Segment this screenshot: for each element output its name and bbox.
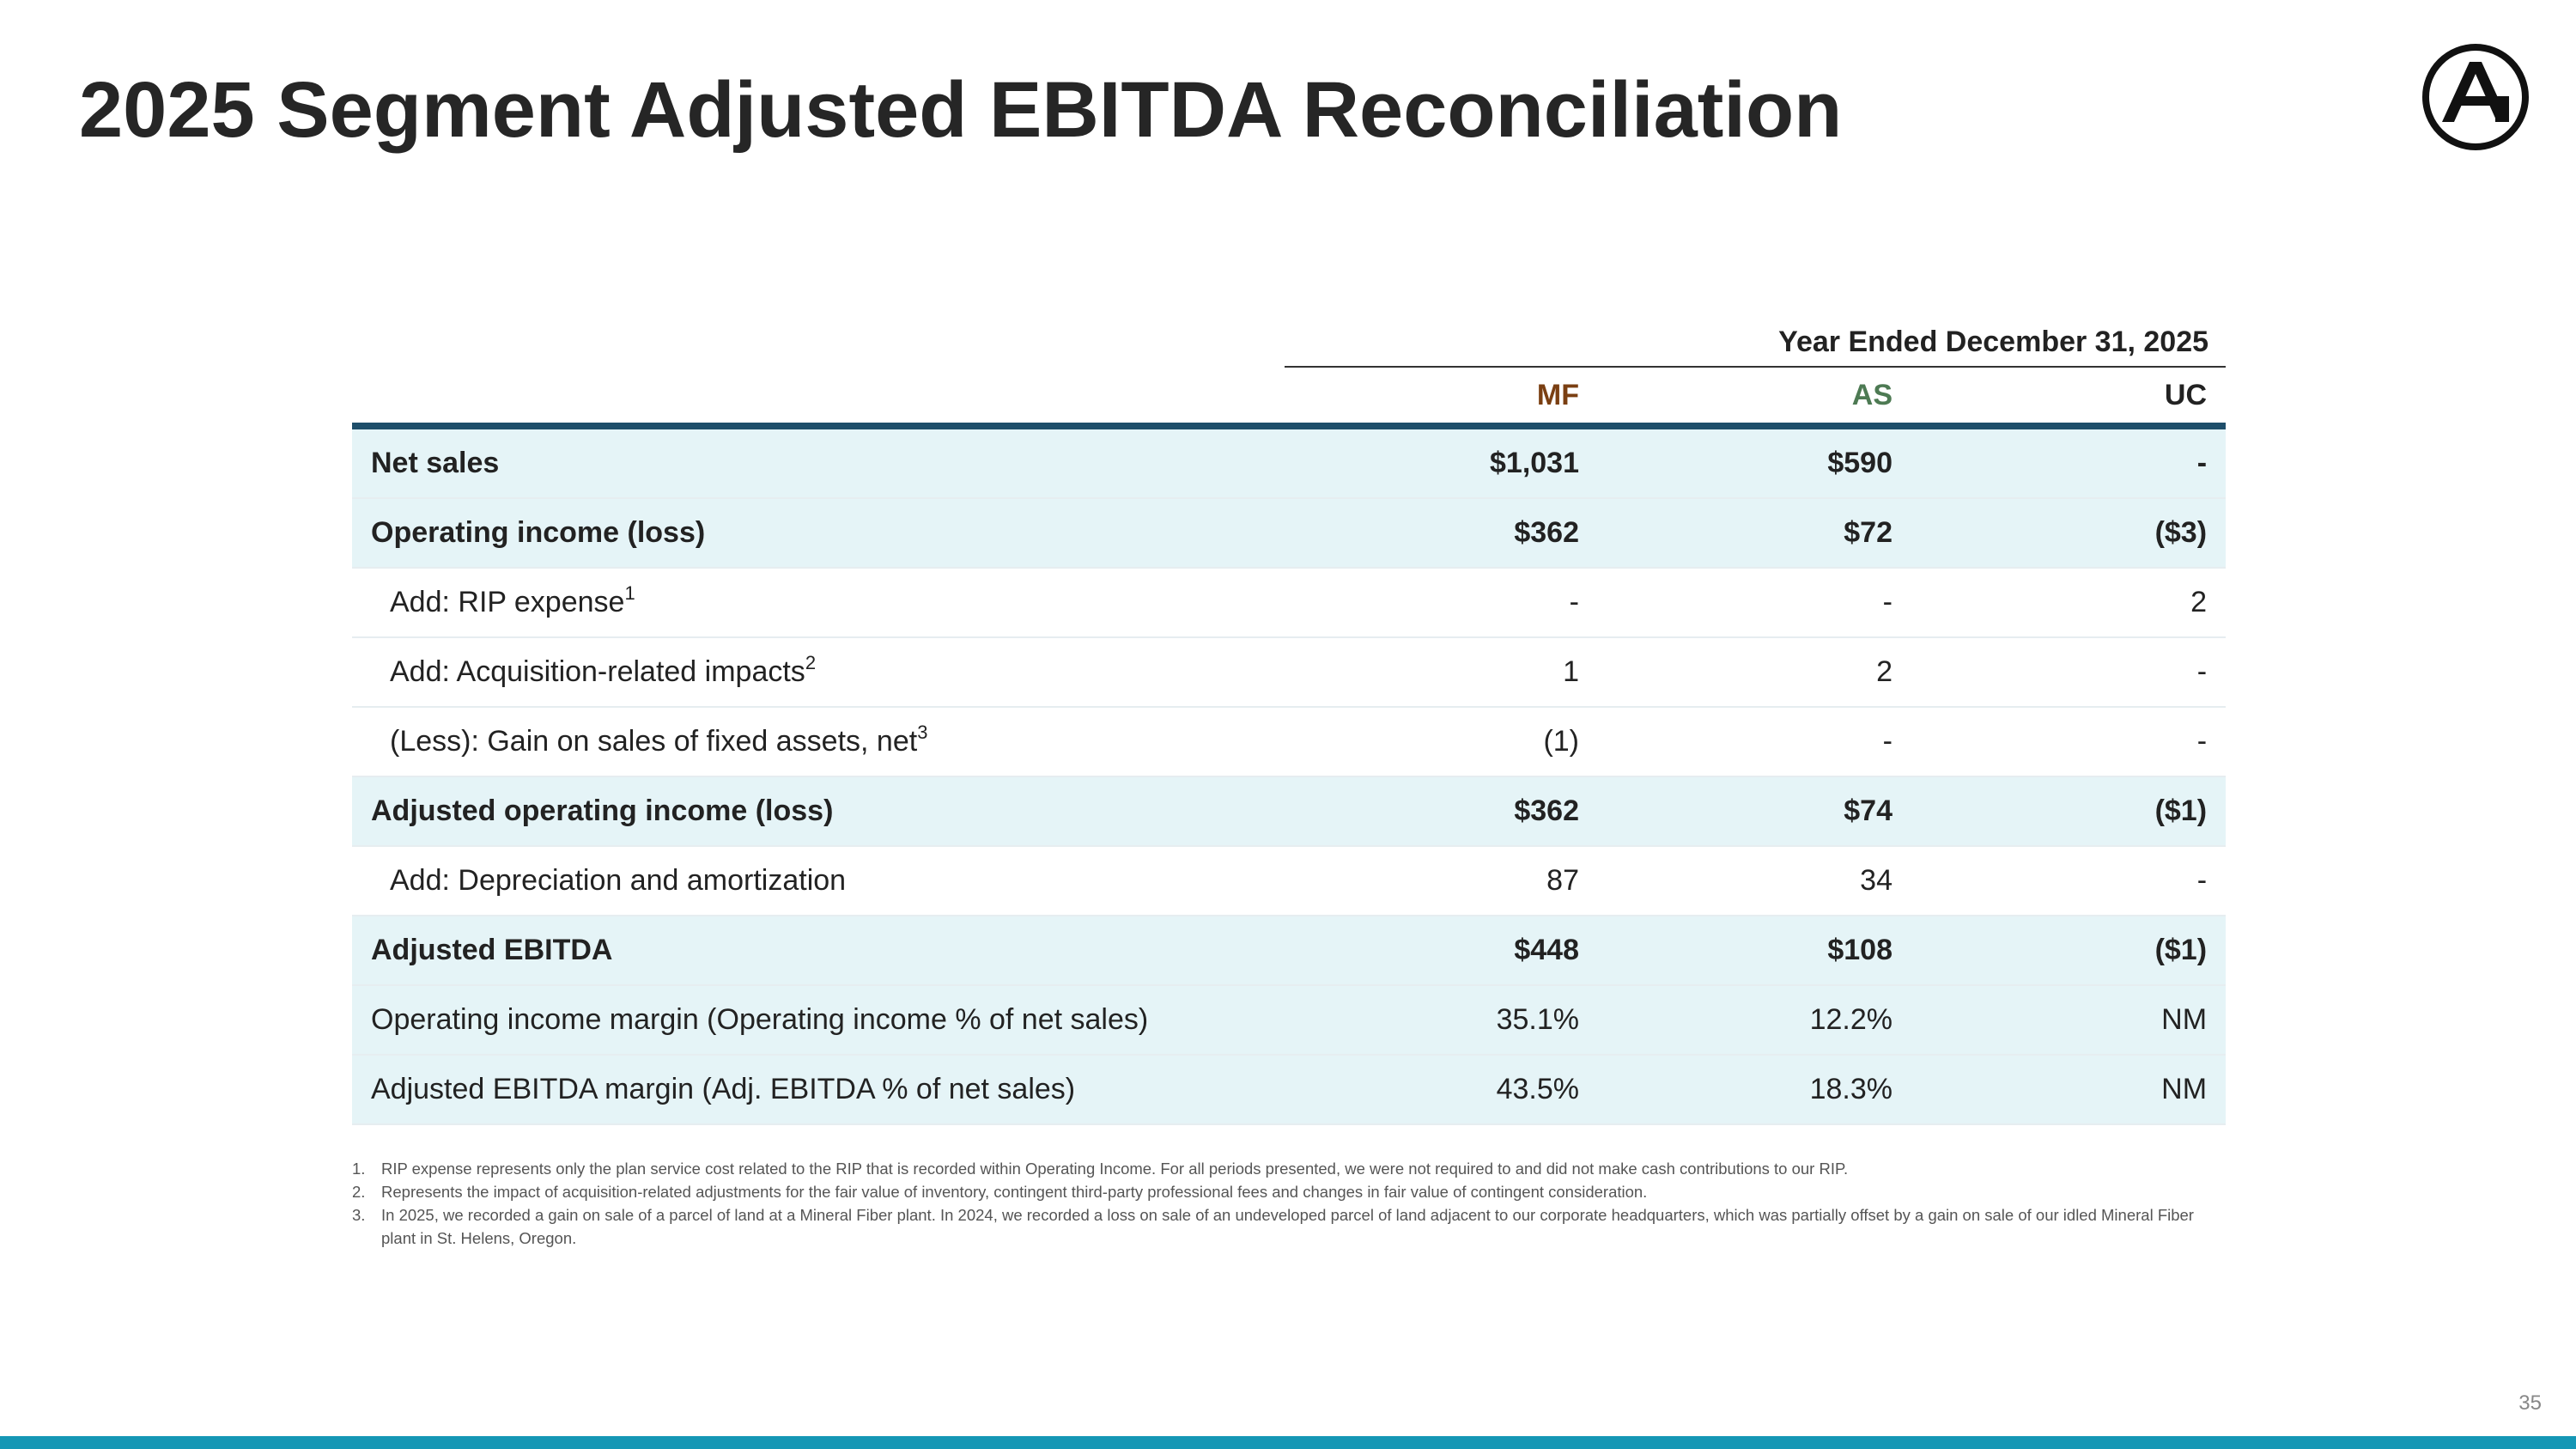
table-row: Operating income (loss) $362 $72 ($3) [352, 498, 2227, 569]
value-cell-as: - [1598, 707, 1911, 777]
row-label: Adjusted EBITDA [352, 916, 1285, 986]
footnote-text: RIP expense represents only the plan ser… [381, 1160, 1849, 1178]
row-label: Adjusted EBITDA margin (Adj. EBITDA % of… [352, 1055, 1285, 1125]
row-label-text: Add: RIP expense [390, 586, 625, 618]
row-label-text: Adjusted operating income (loss) [371, 795, 834, 827]
value-cell-as: - [1598, 568, 1911, 638]
row-label-text: Adjusted EBITDA [371, 934, 613, 966]
table-row: Add: RIP expense1- -2 [352, 568, 2227, 638]
footnotes: 1. RIP expense represents only the plan s… [352, 1157, 2224, 1250]
value-cell-as: $74 [1598, 776, 1911, 847]
page-title: 2025 Segment Adjusted EBITDA Reconciliat… [79, 66, 1843, 154]
value-cell-uc: NM [1911, 1055, 2227, 1125]
footnote-number: 2. [352, 1183, 366, 1201]
table-row: Operating income margin (Operating incom… [352, 985, 2227, 1056]
row-label: Operating income margin (Operating incom… [352, 985, 1285, 1056]
table-body: Net sales $1,031 $590- Operating income (lo… [352, 426, 2227, 1125]
blank-segment-cell [352, 367, 1285, 429]
row-label: Add: RIP expense1 [352, 568, 1285, 638]
company-logo-icon [2422, 44, 2529, 150]
value-cell-mf: $1,031 [1285, 426, 1598, 499]
segment-header-row: MF AS UC [352, 367, 2227, 429]
row-label: Operating income (loss) [352, 498, 1285, 569]
row-label-text: Adjusted EBITDA margin (Adj. EBITDA % of… [371, 1073, 1076, 1105]
value-cell-mf: $362 [1285, 776, 1598, 847]
footnote: 3. In 2025, we recorded a gain on sale of… [352, 1203, 2224, 1250]
reconciliation-table-container: Year Ended December 31, 2025 MF AS UC Ne… [352, 318, 2227, 1125]
row-label-text: Operating income (loss) [371, 516, 706, 549]
value-cell-uc: - [1911, 707, 2227, 777]
footnote-number: 3. [352, 1206, 366, 1224]
footnote-ref: 2 [805, 652, 817, 673]
page-number: 35 [2518, 1391, 2542, 1415]
value-cell-uc: NM [1911, 985, 2227, 1056]
value-cell-mf: $448 [1285, 916, 1598, 986]
value-cell-mf: $362 [1285, 498, 1598, 569]
value-cell-uc: ($1) [1911, 776, 2227, 847]
row-label: Net sales [352, 426, 1285, 499]
row-label: Add: Acquisition-related impacts2 [352, 637, 1285, 708]
table-row: Add: Acquisition-related impacts2 1 2- [352, 637, 2227, 708]
footnote: 1. RIP expense represents only the plan s… [352, 1157, 2224, 1180]
table-row: Adjusted operating income (loss) $362 $74(… [352, 776, 2227, 847]
value-cell-mf: 1 [1285, 637, 1598, 708]
footnote-text: In 2025, we recorded a gain on sale of a… [381, 1206, 2194, 1247]
value-cell-as: 18.3% [1598, 1055, 1911, 1125]
value-cell-as: $590 [1598, 426, 1911, 499]
segment-header-mf: MF [1285, 367, 1598, 429]
reconciliation-table: Year Ended December 31, 2025 MF AS UC Ne… [352, 318, 2227, 1125]
table-row: Net sales $1,031 $590- [352, 426, 2227, 499]
row-label: Adjusted operating income (loss) [352, 776, 1285, 847]
value-cell-uc: 2 [1911, 568, 2227, 638]
value-cell-uc: - [1911, 846, 2227, 916]
footnote-text: Represents the impact of acquisition-rel… [381, 1183, 1648, 1201]
table-row: Add: Depreciation and amortization 87 34- [352, 846, 2227, 916]
value-cell-uc: ($1) [1911, 916, 2227, 986]
blank-header-cell [352, 318, 1285, 367]
row-label-text: Add: Depreciation and amortization [390, 864, 847, 897]
value-cell-uc: ($3) [1911, 498, 2227, 569]
value-cell-as: 34 [1598, 846, 1911, 916]
row-label-text: Net sales [371, 447, 500, 479]
period-header: Year Ended December 31, 2025 [1285, 318, 2227, 368]
value-cell-mf: 43.5% [1285, 1055, 1598, 1125]
value-cell-as: 12.2% [1598, 985, 1911, 1056]
footnote-ref: 1 [624, 582, 635, 604]
segment-header-as: AS [1598, 367, 1911, 429]
segment-header-uc: UC [1911, 367, 2227, 429]
table-row: Adjusted EBITDA margin (Adj. EBITDA % of… [352, 1055, 2227, 1125]
row-label: Add: Depreciation and amortization [352, 846, 1285, 916]
value-cell-mf: (1) [1285, 707, 1598, 777]
table-row: (Less): Gain on sales of fixed assets, n… [352, 707, 2227, 777]
footnote-number: 1. [352, 1160, 366, 1178]
value-cell-uc: - [1911, 426, 2227, 499]
row-label-text: (Less): Gain on sales of fixed assets, n… [390, 725, 918, 758]
row-label: (Less): Gain on sales of fixed assets, n… [352, 707, 1285, 777]
table-row: Adjusted EBITDA $448 $108 ($1) [352, 916, 2227, 986]
value-cell-mf: - [1285, 568, 1598, 638]
value-cell-uc: - [1911, 637, 2227, 708]
value-cell-as: 2 [1598, 637, 1911, 708]
value-cell-as: $72 [1598, 498, 1911, 569]
bottom-accent-bar [0, 1436, 2576, 1449]
period-header-row: Year Ended December 31, 2025 [352, 318, 2227, 368]
row-label-text: Add: Acquisition-related impacts [390, 655, 805, 688]
footnote-ref: 3 [917, 721, 928, 743]
footnote: 2. Represents the impact of acquisition-r… [352, 1180, 2224, 1203]
row-label-text: Operating income margin (Operating incom… [371, 1003, 1149, 1036]
value-cell-mf: 35.1% [1285, 985, 1598, 1056]
value-cell-mf: 87 [1285, 846, 1598, 916]
value-cell-as: $108 [1598, 916, 1911, 986]
